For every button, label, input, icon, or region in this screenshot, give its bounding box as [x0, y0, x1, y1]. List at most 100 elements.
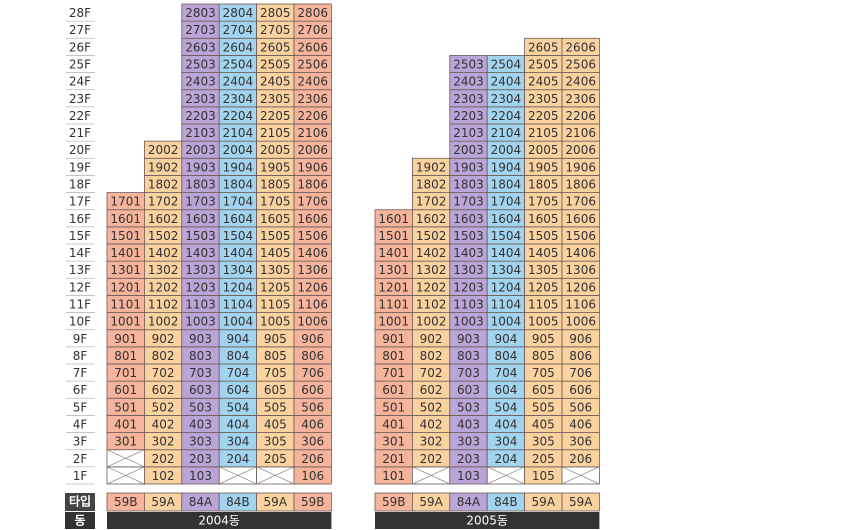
empty-cross: [219, 466, 257, 485]
unit-number: 1206: [565, 280, 596, 294]
unit-number: 2603: [185, 40, 216, 54]
unit-number: 1906: [297, 160, 328, 174]
unit-number: 1605: [528, 212, 559, 226]
floor-label: 23F: [69, 92, 91, 106]
unit-number: 2206: [565, 109, 596, 123]
type-label-box: [65, 493, 95, 511]
unit-number: 301: [382, 435, 405, 449]
floor-label: 14F: [69, 246, 91, 260]
unit-number: 1403: [185, 246, 216, 260]
floor-label: 28F: [69, 6, 91, 20]
unit-number: 2606: [565, 40, 596, 54]
unit-number: 1002: [416, 315, 447, 329]
unit-number: 2006: [297, 143, 328, 157]
unit-number: 1102: [148, 298, 179, 312]
unit-number: 905: [532, 332, 555, 346]
unit-number: 202: [420, 452, 443, 466]
unit-number: 504: [226, 400, 249, 414]
unit-number: 503: [189, 400, 212, 414]
unit-number: 801: [114, 349, 137, 363]
unit-number: 1302: [416, 263, 447, 277]
unit-number: 1101: [110, 298, 141, 312]
unit-number: 2304: [223, 92, 254, 106]
unit-number: 1006: [565, 315, 596, 329]
unit-number: 901: [382, 332, 405, 346]
unit-number: 1404: [223, 246, 254, 260]
unit-number: 302: [152, 435, 175, 449]
unit-number: 206: [301, 452, 324, 466]
unit-number: 205: [532, 452, 555, 466]
unit-number: 804: [226, 349, 249, 363]
unit-number: 505: [532, 400, 555, 414]
unit-number: 1503: [185, 229, 216, 243]
unit-number: 1206: [297, 280, 328, 294]
unit-number: 2705: [260, 23, 291, 37]
unit-number: 1306: [565, 263, 596, 277]
unit-number: 2805: [260, 6, 291, 20]
unit-number: 304: [494, 435, 517, 449]
unit-number: 405: [264, 418, 287, 432]
unit-number: 1005: [528, 315, 559, 329]
empty-cross: [412, 466, 450, 485]
floor-label: 19F: [69, 160, 91, 174]
unit-number: 305: [532, 435, 555, 449]
unit-number: 1506: [297, 229, 328, 243]
unit-number: 403: [457, 418, 480, 432]
unit-number: 606: [301, 383, 324, 397]
unit-number: 1702: [148, 195, 179, 209]
type-label: 59A: [569, 495, 593, 509]
unit-number: 2404: [491, 75, 522, 89]
unit-number: 2203: [185, 109, 216, 123]
unit-number: 701: [382, 366, 405, 380]
floor-label: 1F: [73, 469, 88, 483]
unit-number: 1806: [297, 178, 328, 192]
unit-number: 2503: [185, 58, 216, 72]
unit-number: 2105: [260, 126, 291, 140]
unit-number: 1403: [453, 246, 484, 260]
unit-number: 1703: [453, 195, 484, 209]
unit-number: 1205: [528, 280, 559, 294]
unit-number: 403: [189, 418, 212, 432]
unit-number: 1706: [565, 195, 596, 209]
unit-number: 2002: [148, 143, 179, 157]
floor-label: 13F: [69, 263, 91, 277]
unit-number: 1306: [297, 263, 328, 277]
unit-number: 702: [152, 366, 175, 380]
unit-number: 2406: [565, 75, 596, 89]
unit-number: 2405: [260, 75, 291, 89]
unit-number: 1304: [491, 263, 522, 277]
unit-number: 1304: [223, 263, 254, 277]
type-label: 84B: [494, 495, 518, 509]
unit-number: 306: [569, 435, 592, 449]
floor-label: 26F: [69, 40, 91, 54]
unit-number: 406: [569, 418, 592, 432]
unit-number: 2006: [565, 143, 596, 157]
unit-number: 2206: [297, 109, 328, 123]
unit-number: 2806: [297, 6, 328, 20]
unit-number: 904: [226, 332, 249, 346]
type-label: 84A: [457, 495, 481, 509]
unit-number: 806: [569, 349, 592, 363]
unit-number: 1705: [528, 195, 559, 209]
unit-number: 2506: [297, 58, 328, 72]
unit-number: 1006: [297, 315, 328, 329]
unit-number: 1402: [148, 246, 179, 260]
unit-number: 1103: [453, 298, 484, 312]
unit-number: 1101: [378, 298, 409, 312]
unit-number: 1402: [416, 246, 447, 260]
unit-number: 204: [226, 452, 249, 466]
unit-number: 105: [532, 469, 555, 483]
unit-number: 2103: [185, 126, 216, 140]
unit-number: 1904: [491, 160, 522, 174]
unit-cell: [293, 3, 332, 22]
unit-number: 1501: [110, 229, 141, 243]
unit-number: 1502: [148, 229, 179, 243]
unit-number: 906: [301, 332, 324, 346]
unit-number: 1105: [528, 298, 559, 312]
unit-number: 1803: [453, 178, 484, 192]
unit-number: 202: [152, 452, 175, 466]
type-label: 59B: [382, 495, 406, 509]
unit-number: 2103: [453, 126, 484, 140]
